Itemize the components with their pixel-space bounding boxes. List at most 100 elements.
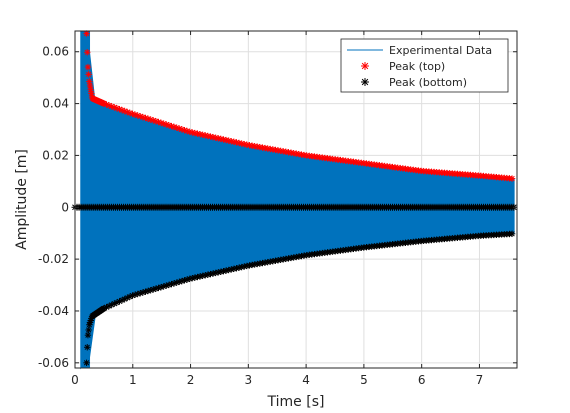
x-tick-label: 2 bbox=[187, 373, 195, 387]
marker-stroke bbox=[84, 344, 90, 350]
marker-stroke bbox=[129, 111, 136, 117]
marker-stroke bbox=[103, 101, 110, 108]
marker-stroke bbox=[241, 141, 247, 147]
marker-stroke bbox=[85, 327, 92, 333]
marker-stroke bbox=[174, 125, 180, 131]
y-tick-label: 0.02 bbox=[42, 148, 69, 162]
x-tick-label: 5 bbox=[360, 373, 368, 387]
y-axis-label: Amplitude [m] bbox=[14, 149, 30, 250]
peak-top-point bbox=[508, 175, 516, 182]
marker-stroke bbox=[85, 64, 91, 70]
peak-bottom-point bbox=[84, 344, 91, 351]
y-tick-label: 0.04 bbox=[42, 97, 69, 111]
marker-stroke bbox=[228, 138, 234, 144]
marker-stroke bbox=[244, 142, 250, 148]
marker-stroke bbox=[137, 113, 143, 119]
y-tick-label: -0.02 bbox=[38, 252, 69, 266]
x-tick-label: 3 bbox=[245, 373, 253, 387]
peak-top-point bbox=[85, 71, 92, 78]
marker-stroke bbox=[213, 135, 219, 141]
marker-stroke bbox=[202, 132, 208, 139]
marker-stroke bbox=[218, 136, 224, 142]
peak-top-point bbox=[160, 120, 167, 127]
legend-label-experimental-data: Experimental Data bbox=[389, 44, 492, 57]
marker-stroke bbox=[207, 133, 214, 140]
legend-star-peak-bottom bbox=[361, 78, 369, 86]
tick-layer: 0 1 2 3 4 5 6 7 -0.06 -0.04 -0.02 0 0.02 0.04 0.06 bbox=[38, 31, 517, 387]
marker-stroke bbox=[140, 114, 146, 120]
marker-stroke bbox=[171, 124, 177, 130]
marker-stroke bbox=[148, 116, 154, 123]
axes-frame bbox=[74, 30, 518, 369]
peak-bottom-point bbox=[85, 326, 92, 334]
marker-stroke bbox=[215, 135, 221, 141]
marker-stroke bbox=[158, 120, 164, 126]
marker-stroke bbox=[226, 137, 232, 144]
x-tick-label: 7 bbox=[476, 373, 484, 387]
marker-stroke bbox=[163, 121, 169, 128]
marker-stroke bbox=[161, 121, 167, 127]
marker-stroke bbox=[166, 122, 172, 128]
marker-stroke bbox=[155, 119, 162, 125]
peak-top-point bbox=[243, 141, 251, 148]
legend-marker-peak-top bbox=[361, 62, 369, 70]
x-tick-label: 1 bbox=[129, 373, 137, 387]
marker-stroke bbox=[205, 133, 211, 139]
legend-label-peak-bottom: Peak (bottom) bbox=[389, 76, 467, 89]
peak-bottom-point bbox=[196, 273, 204, 280]
marker-stroke bbox=[197, 131, 203, 137]
y-tick-label: 0 bbox=[61, 200, 69, 214]
marker-stroke bbox=[153, 118, 159, 124]
peak-bottom-point bbox=[84, 331, 92, 339]
marker-stroke bbox=[187, 129, 193, 135]
legend-label-peak-top: Peak (top) bbox=[389, 60, 445, 73]
legend: Experimental Data Peak (top) Peak (botto… bbox=[340, 38, 509, 93]
y-tick-label: -0.06 bbox=[38, 356, 69, 370]
marker-stroke bbox=[145, 116, 151, 122]
legend-star-peak-top bbox=[361, 62, 369, 70]
marker-stroke bbox=[194, 130, 201, 137]
peak-bottom-series bbox=[71, 203, 518, 367]
marker-stroke bbox=[85, 332, 91, 338]
marker-stroke bbox=[176, 125, 182, 132]
marker-stroke bbox=[509, 231, 515, 237]
marker-stroke bbox=[231, 139, 237, 145]
peak-bottom-point bbox=[508, 230, 516, 238]
peak-top-point bbox=[84, 63, 92, 71]
marker-stroke bbox=[124, 109, 130, 115]
marker-stroke bbox=[210, 134, 216, 140]
peak-top-point bbox=[86, 78, 93, 85]
marker-stroke bbox=[189, 129, 195, 136]
marker-stroke bbox=[509, 175, 515, 182]
marker-stroke bbox=[114, 105, 120, 111]
marker-stroke bbox=[192, 130, 198, 136]
marker-stroke bbox=[135, 112, 141, 119]
marker-stroke bbox=[142, 115, 149, 121]
y-tick-label: -0.04 bbox=[38, 304, 69, 318]
marker-stroke bbox=[83, 360, 90, 366]
marker-stroke bbox=[122, 108, 128, 114]
y-tick-label: 0.06 bbox=[42, 45, 69, 59]
x-tick-label: 0 bbox=[71, 373, 79, 387]
marker-stroke bbox=[109, 103, 115, 110]
marker-stroke bbox=[181, 127, 188, 133]
marker-stroke bbox=[111, 104, 117, 110]
marker-stroke bbox=[220, 136, 227, 143]
peak-bottom-point bbox=[83, 359, 90, 367]
marker-stroke bbox=[106, 102, 112, 109]
marker-stroke bbox=[361, 62, 369, 70]
marker-stroke bbox=[168, 123, 175, 129]
marker-stroke bbox=[233, 139, 240, 146]
x-axis-label: Time [s] bbox=[267, 394, 325, 410]
marker-stroke bbox=[119, 107, 125, 113]
marker-stroke bbox=[361, 78, 369, 86]
data-layer bbox=[71, 30, 518, 370]
marker-stroke bbox=[86, 78, 92, 85]
peak-bottom-point bbox=[235, 264, 243, 271]
peak-top-point bbox=[84, 49, 91, 56]
marker-stroke bbox=[85, 71, 92, 78]
marker-stroke bbox=[179, 126, 185, 133]
marker-stroke bbox=[200, 132, 206, 138]
marker-stroke bbox=[101, 100, 107, 107]
